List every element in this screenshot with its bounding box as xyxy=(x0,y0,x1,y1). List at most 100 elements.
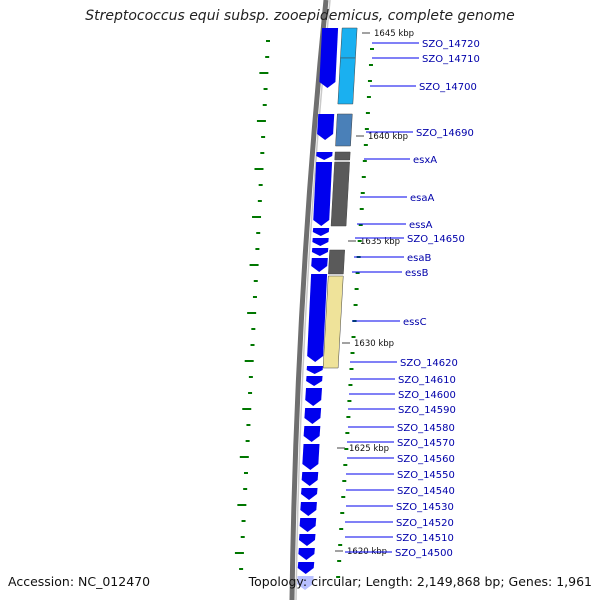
gc-tick xyxy=(244,360,254,362)
gc-tick xyxy=(345,432,350,434)
gc-tick xyxy=(367,80,372,82)
gc-tick xyxy=(347,400,352,402)
gc-tick xyxy=(365,112,370,114)
forward-gene-track xyxy=(297,28,339,590)
gc-tick xyxy=(338,544,343,546)
forward-gene-arrow xyxy=(300,502,317,516)
gene-label: SZO_14620 xyxy=(400,358,458,369)
gc-tick xyxy=(349,368,354,370)
gc-tick xyxy=(260,152,265,154)
gc-tick xyxy=(240,536,245,538)
forward-gene-arrow xyxy=(302,444,320,470)
gene-label: SZO_14570 xyxy=(397,438,455,449)
forward-gene-arrow xyxy=(304,408,322,424)
gc-tick xyxy=(360,192,365,194)
gc-tick xyxy=(239,456,249,458)
gene-label: SZO_14530 xyxy=(396,502,454,513)
gc-tick xyxy=(370,48,374,50)
backbone-line xyxy=(289,0,329,601)
gene-label: SZO_14650 xyxy=(407,234,465,245)
forward-gene-arrow xyxy=(312,238,329,246)
gc-skew-track xyxy=(234,40,374,578)
gc-tick xyxy=(250,344,255,346)
gene-label: esaB xyxy=(407,253,431,264)
gc-tick xyxy=(255,248,260,250)
gc-tick xyxy=(266,40,270,42)
gc-tick xyxy=(254,168,264,170)
forward-gene-arrow xyxy=(299,518,317,532)
gene-label: SZO_14720 xyxy=(422,39,480,50)
gc-tick xyxy=(263,88,268,90)
gene-label: essC xyxy=(403,317,427,328)
forward-gene-arrow xyxy=(298,534,316,546)
forward-gene-arrow xyxy=(307,274,328,362)
scale-tick-label: 1625 kbp xyxy=(349,444,389,454)
gc-tick xyxy=(340,512,345,514)
gc-tick xyxy=(353,304,358,306)
scale-tick-label: 1635 kbp xyxy=(360,237,400,247)
summary-text: Topology: circular; Length: 2,149,868 bp… xyxy=(248,574,592,589)
gc-tick xyxy=(339,528,344,530)
gene-label: esaA xyxy=(410,193,434,204)
gc-tick xyxy=(249,264,259,266)
gene-block xyxy=(335,113,353,147)
gc-tick xyxy=(243,472,248,474)
map-title: Streptococcus equi subsp. zooepidemicus,… xyxy=(85,8,515,24)
forward-gene-arrow xyxy=(319,28,339,88)
forward-gene-arrow xyxy=(306,366,323,374)
gene-label: SZO_14580 xyxy=(397,423,455,434)
gc-tick xyxy=(355,272,360,274)
gc-tick xyxy=(247,312,257,314)
gc-tick xyxy=(241,520,246,522)
gene-label: SZO_14590 xyxy=(398,405,456,416)
gc-tick xyxy=(344,448,349,450)
forward-gene-arrow xyxy=(297,576,314,590)
gc-tick xyxy=(346,416,351,418)
gc-tick xyxy=(237,504,247,506)
gc-tick xyxy=(256,120,266,122)
gc-tick xyxy=(251,328,256,330)
gc-tick xyxy=(245,440,250,442)
scale-tick-label: 1630 kbp xyxy=(354,339,394,349)
gc-tick xyxy=(359,208,364,210)
gc-tick xyxy=(337,560,342,562)
gene-label: SZO_14550 xyxy=(397,470,455,481)
gene-label: SZO_14700 xyxy=(419,82,477,93)
gc-tick xyxy=(364,128,369,130)
gene-label: SZO_14710 xyxy=(422,54,480,65)
gc-tick xyxy=(368,64,373,66)
gene-label: SZO_14520 xyxy=(396,518,454,529)
gene-block xyxy=(322,275,344,369)
gc-tick xyxy=(366,96,371,98)
gc-tick xyxy=(362,160,367,162)
gene-block xyxy=(334,151,351,161)
gc-tick xyxy=(265,56,270,58)
gc-tick xyxy=(342,480,347,482)
gc-tick xyxy=(248,376,253,378)
gc-tick xyxy=(261,136,266,138)
gene-block xyxy=(328,249,345,275)
forward-gene-arrow xyxy=(312,228,330,236)
gc-tick xyxy=(361,176,366,178)
gc-tick xyxy=(246,424,251,426)
forward-gene-arrow xyxy=(297,562,315,574)
gc-tick xyxy=(262,104,267,106)
gene-block xyxy=(337,57,356,105)
colored-gene-track xyxy=(322,27,358,369)
gc-tick xyxy=(252,296,257,298)
forward-gene-arrow xyxy=(301,488,318,500)
gene-label: essA xyxy=(409,220,433,231)
accession-text: Accession: NC_012470 xyxy=(8,574,151,589)
gc-tick xyxy=(258,184,263,186)
gene-label: esxA xyxy=(413,155,437,166)
gc-tick xyxy=(252,216,262,218)
gc-tick xyxy=(257,200,262,202)
gc-tick xyxy=(243,488,248,490)
gc-tick xyxy=(350,352,355,354)
gc-tick xyxy=(341,496,346,498)
gc-tick xyxy=(242,408,252,410)
gc-tick xyxy=(336,576,341,578)
forward-gene-arrow xyxy=(311,258,328,272)
